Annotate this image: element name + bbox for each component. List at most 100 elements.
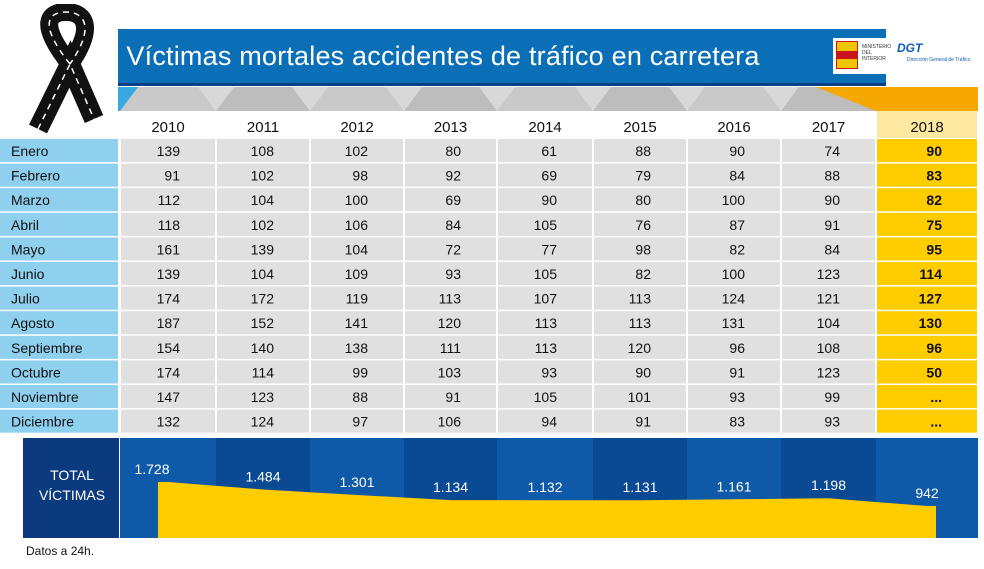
value-cell-text: 84 <box>729 168 745 184</box>
table-cell <box>782 286 875 310</box>
table-cell <box>405 139 496 163</box>
table-cell <box>121 409 215 433</box>
value-cell-text: 93 <box>824 414 840 430</box>
year-header-cell-2017 <box>782 111 875 138</box>
value-cell-text: 87 <box>729 217 745 233</box>
table-cell <box>782 385 875 409</box>
value-cell-text: 100 <box>345 192 369 208</box>
table-cell <box>688 286 780 310</box>
year-header-2014: 2014 <box>528 119 561 136</box>
table-cell <box>688 409 780 433</box>
table-cell <box>405 286 496 310</box>
value-cell-text: 131 <box>722 315 746 331</box>
table-cell <box>688 385 780 409</box>
month-label: Diciembre <box>11 414 74 430</box>
value-cell-text: 100 <box>722 266 746 282</box>
month-label-cell <box>0 262 118 286</box>
table-cell <box>498 139 592 163</box>
total-value-2010: 1.728 <box>134 461 169 477</box>
value-cell-text: 84 <box>824 241 840 257</box>
table-cell <box>311 262 403 286</box>
table-cell <box>217 311 309 335</box>
table-cell <box>594 360 686 384</box>
value-cell-text: 132 <box>157 414 181 430</box>
value-cell-text: 106 <box>438 414 462 430</box>
value-cell-text: 82 <box>729 241 745 257</box>
table-cell <box>405 335 496 359</box>
month-label-cell <box>0 311 118 335</box>
table-cell <box>782 360 875 384</box>
value-cell-text: 127 <box>919 291 943 307</box>
total-value-2018: 942 <box>915 485 939 501</box>
value-cell-text: 80 <box>445 143 461 159</box>
table-cell <box>877 262 977 286</box>
table-cell <box>594 188 686 212</box>
table-cell <box>498 163 592 187</box>
title-banner: Víctimas mortales accidentes de tráfico … <box>118 29 886 86</box>
table-cell <box>217 286 309 310</box>
month-label: Junio <box>11 266 45 282</box>
table-cell <box>877 188 977 212</box>
column-top-2018 <box>816 87 978 111</box>
column-top-2012 <box>310 87 404 111</box>
month-label: Octubre <box>11 364 61 380</box>
year-header-cell-2012 <box>311 111 403 138</box>
value-cell-text: 69 <box>445 192 461 208</box>
total-value-2015: 1.131 <box>622 479 657 495</box>
table-cell <box>121 286 215 310</box>
value-cell-text: 80 <box>635 192 651 208</box>
value-cell-text: 101 <box>628 389 652 405</box>
value-cell-text: 113 <box>535 315 558 331</box>
value-cell-text: 119 <box>346 291 369 307</box>
year-header-cell-2016 <box>688 111 780 138</box>
value-cell-text: 91 <box>445 389 461 405</box>
value-cell-text: 88 <box>352 389 368 405</box>
value-cell-text: 79 <box>635 168 651 184</box>
month-label: Mayo <box>11 241 45 257</box>
value-cell-text: 74 <box>824 143 840 159</box>
month-label: Julio <box>11 291 40 307</box>
value-cell-text: 98 <box>635 241 651 257</box>
table-cell <box>782 409 875 433</box>
table-cell <box>121 237 215 261</box>
table-cell <box>311 311 403 335</box>
value-cell-text: 113 <box>439 291 462 307</box>
month-label-cell <box>0 286 118 310</box>
table-cell <box>877 212 977 236</box>
table-cell <box>405 311 496 335</box>
value-cell-text: 124 <box>251 414 275 430</box>
table-cell <box>217 409 309 433</box>
value-cell-text: 107 <box>534 291 558 307</box>
value-cell-text: 76 <box>635 217 651 233</box>
value-cell-text: 152 <box>251 315 275 331</box>
value-cell-text: 109 <box>345 266 369 282</box>
value-cell-text: 113 <box>629 315 652 331</box>
value-cell-text: 102 <box>251 168 275 184</box>
table-cell <box>311 212 403 236</box>
value-cell-text: 83 <box>926 168 942 184</box>
table-cell <box>498 360 592 384</box>
table-cell <box>782 335 875 359</box>
value-cell-text: 90 <box>926 143 942 159</box>
value-cell-text: 84 <box>445 217 461 233</box>
table-cell <box>311 286 403 310</box>
dgt-logo-subtitle: Dirección General de Tráfico <box>907 57 971 63</box>
table-cell <box>594 237 686 261</box>
year-header-2012: 2012 <box>340 119 373 136</box>
table-cell <box>594 139 686 163</box>
value-cell-text: 90 <box>824 192 840 208</box>
year-header-2013: 2013 <box>434 119 467 136</box>
table-cell <box>498 286 592 310</box>
table-cell <box>498 385 592 409</box>
value-cell-text: 108 <box>817 340 841 356</box>
value-cell-text: 111 <box>440 340 461 356</box>
value-cell-text: 90 <box>729 143 745 159</box>
table-cell <box>217 385 309 409</box>
value-cell-text: 139 <box>157 266 181 282</box>
value-cell-text: 106 <box>345 217 369 233</box>
value-cell-text: 92 <box>445 168 461 184</box>
year-header-2011: 2011 <box>247 119 279 136</box>
value-cell-text: 88 <box>824 168 840 184</box>
value-cell-text: 90 <box>635 364 651 380</box>
month-label-cell <box>0 237 118 261</box>
